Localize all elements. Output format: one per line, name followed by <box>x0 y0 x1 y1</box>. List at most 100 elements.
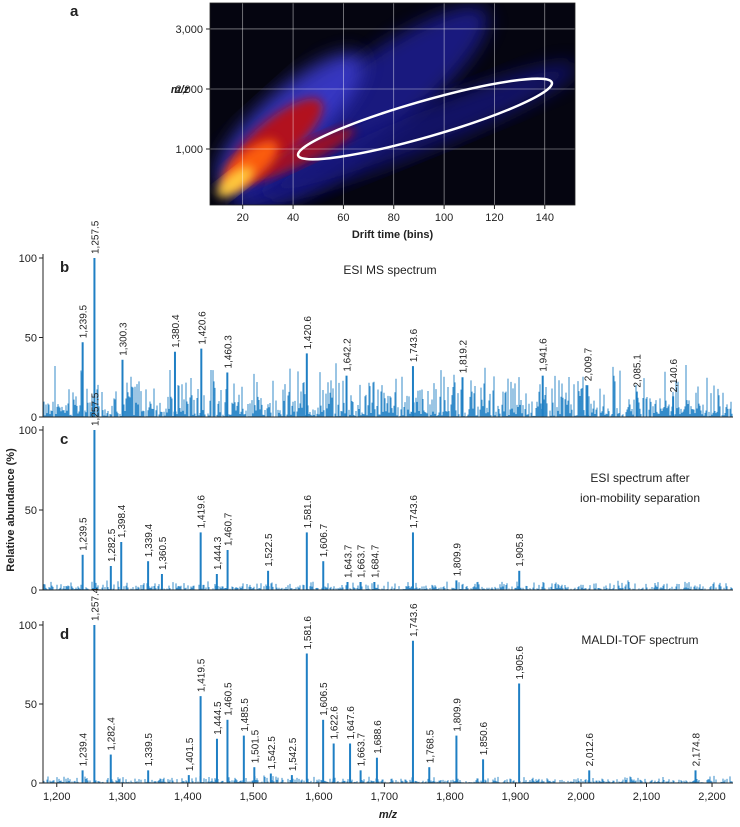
heatmap-intensity <box>216 6 575 205</box>
peak-label: 1,606.5 <box>319 682 330 716</box>
panel-title: MALDI-TOF spectrum <box>581 633 698 647</box>
peak-label: 1,257.4 <box>90 587 101 621</box>
peak-label: 1,581.6 <box>303 616 314 650</box>
y-tick-label: 3,000 <box>175 24 203 36</box>
peak-label: 1,460.5 <box>223 682 234 716</box>
highlight-ellipse <box>296 77 554 161</box>
peak-label: 1,688.6 <box>373 720 384 754</box>
peak-label: 1,905.6 <box>515 646 526 680</box>
x-tick-label: 1,800 <box>436 791 464 803</box>
peak-label: 1,257.5 <box>90 220 101 254</box>
peak-label: 2,009.7 <box>583 347 594 381</box>
peak-label: 1,522.5 <box>264 533 275 567</box>
peak-label: 1,460.7 <box>224 512 235 546</box>
x-axis-title: Drift time (bins) <box>352 229 434 241</box>
x-tick-label: 2,000 <box>567 791 595 803</box>
peak-label: 1,743.6 <box>409 495 420 529</box>
panel-label: c <box>60 431 68 448</box>
y-tick-label: 0 <box>31 412 37 424</box>
x-tick-label: 2,100 <box>633 791 661 803</box>
peak-label: 1,819.2 <box>459 339 470 373</box>
y-axis-title: m/z <box>171 84 190 96</box>
peak-label: 1,239.5 <box>79 304 90 338</box>
panel-label: b <box>60 259 69 276</box>
peak-label: 1,501.5 <box>250 729 261 763</box>
intensity-blob <box>262 63 575 197</box>
peak-label: 1,444.3 <box>213 536 224 570</box>
peak-label: 1,380.4 <box>171 314 182 348</box>
peak-label: 1,743.6 <box>409 328 420 362</box>
peak-label: 1,419.6 <box>197 495 208 529</box>
y-tick-label: 100 <box>19 620 37 632</box>
y-tick-label: 50 <box>25 699 37 711</box>
peak-label: 1,809.9 <box>452 543 463 577</box>
panel-title: ESI MS spectrum <box>343 263 436 277</box>
baseline-noise <box>43 363 733 417</box>
y-tick-label: 2,000 <box>175 84 203 96</box>
peak-label: 1,663.7 <box>357 544 368 578</box>
peak-label: 1,542.5 <box>267 736 278 770</box>
panel-title: ion-mobility separation <box>580 491 700 505</box>
peak-label: 1,398.4 <box>117 504 128 538</box>
peak-label: 1,401.5 <box>185 737 196 771</box>
peak-label: 1,420.6 <box>197 311 208 345</box>
peak-label: 1,420.6 <box>303 316 314 350</box>
peak-label: 1,239.4 <box>79 733 90 767</box>
plot-frame <box>209 2 576 206</box>
x-tick-label: 1,500 <box>240 791 268 803</box>
x-axis-title: m/z <box>379 809 398 821</box>
peak-label: 2,012.6 <box>585 733 596 767</box>
y-tick-label: 50 <box>25 333 37 345</box>
x-tick-label: 80 <box>388 212 400 224</box>
x-tick-label: 40 <box>287 212 299 224</box>
x-tick-label: 140 <box>536 212 554 224</box>
peak-label: 1,581.6 <box>303 495 314 529</box>
peak-label: 2,140.6 <box>669 359 680 393</box>
peak-label: 2,085.1 <box>633 354 644 388</box>
peak-label: 1,743.6 <box>409 603 420 637</box>
peak-label: 1,339.4 <box>144 523 155 557</box>
x-tick-label: 2,200 <box>698 791 726 803</box>
peak-label: 1,419.5 <box>197 658 208 692</box>
peak-label: 1,684.7 <box>370 544 381 578</box>
x-tick-label: 1,600 <box>305 791 333 803</box>
intensity-blob <box>216 166 254 198</box>
peak-label: 1,444.5 <box>213 701 224 735</box>
y-tick-label: 100 <box>19 425 37 437</box>
peak-label: 1,282.5 <box>107 528 118 562</box>
panel-title: ESI spectrum after <box>590 471 689 485</box>
y-tick-label: 1,000 <box>175 144 203 156</box>
x-tick-label: 100 <box>435 212 453 224</box>
peak-label: 1,905.8 <box>515 533 526 567</box>
peak-label: 1,642.2 <box>343 338 354 372</box>
x-tick-label: 120 <box>485 212 503 224</box>
intensity-blob <box>245 128 355 182</box>
x-tick-label: 1,200 <box>43 791 71 803</box>
peak-label: 1,850.6 <box>479 721 490 755</box>
peak-label: 1,339.5 <box>144 733 155 767</box>
peak-label: 1,542.5 <box>288 737 299 771</box>
x-tick-label: 60 <box>337 212 349 224</box>
peak-label: 1,460.3 <box>223 335 234 369</box>
peak-label: 1,257.5 <box>90 392 101 426</box>
peak-label: 1,647.6 <box>346 706 357 740</box>
peak-label: 1,663.7 <box>357 733 368 767</box>
peak-label: 1,643.7 <box>344 544 355 578</box>
x-tick-label: 1,300 <box>109 791 137 803</box>
y-tick-label: 50 <box>25 505 37 517</box>
peak-label: 1,809.9 <box>452 698 463 732</box>
peak-label: 1,300.3 <box>118 322 129 356</box>
y-tick-label: 0 <box>31 585 37 597</box>
x-tick-label: 1,900 <box>502 791 530 803</box>
x-tick-label: 1,700 <box>371 791 399 803</box>
y-tick-label: 0 <box>31 778 37 790</box>
peak-label: 1,239.5 <box>79 517 90 551</box>
panel-label: a <box>70 3 79 20</box>
y-axis-title: Relative abundance (%) <box>5 448 17 572</box>
y-tick-label: 100 <box>19 253 37 265</box>
peak-label: 2,174.8 <box>692 733 703 767</box>
peak-label: 1,485.5 <box>240 698 251 732</box>
peak-label: 1,360.5 <box>158 536 169 570</box>
x-tick-label: 1,400 <box>174 791 202 803</box>
